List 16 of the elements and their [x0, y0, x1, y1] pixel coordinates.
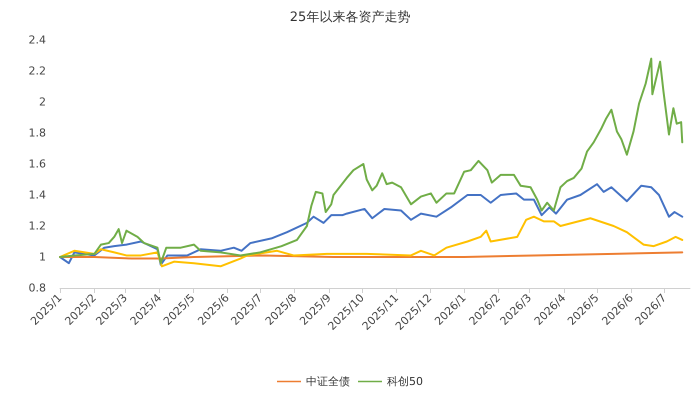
y-tick-label: 2: [39, 96, 46, 108]
line-series: [59, 216, 684, 268]
y-tick-label: 1.8: [28, 126, 46, 140]
y-tick-label: 0.8: [28, 282, 46, 294]
y-tick-label: 2.2: [28, 64, 46, 78]
legend-label: 科创50: [387, 375, 423, 388]
y-tick-label: 1.4: [28, 188, 46, 202]
y-tick-label: 1: [39, 250, 46, 264]
y-tick-label: 2.4: [28, 34, 46, 46]
y-tick-label: 1.2: [28, 220, 46, 232]
line-series: [59, 251, 684, 260]
legend-label: 中证全债: [306, 375, 350, 388]
y-tick-label: 1.6: [28, 158, 46, 170]
chart-title: 25年以来各资产走势: [290, 10, 410, 25]
line-series: [59, 58, 684, 264]
line-series: [59, 183, 684, 266]
